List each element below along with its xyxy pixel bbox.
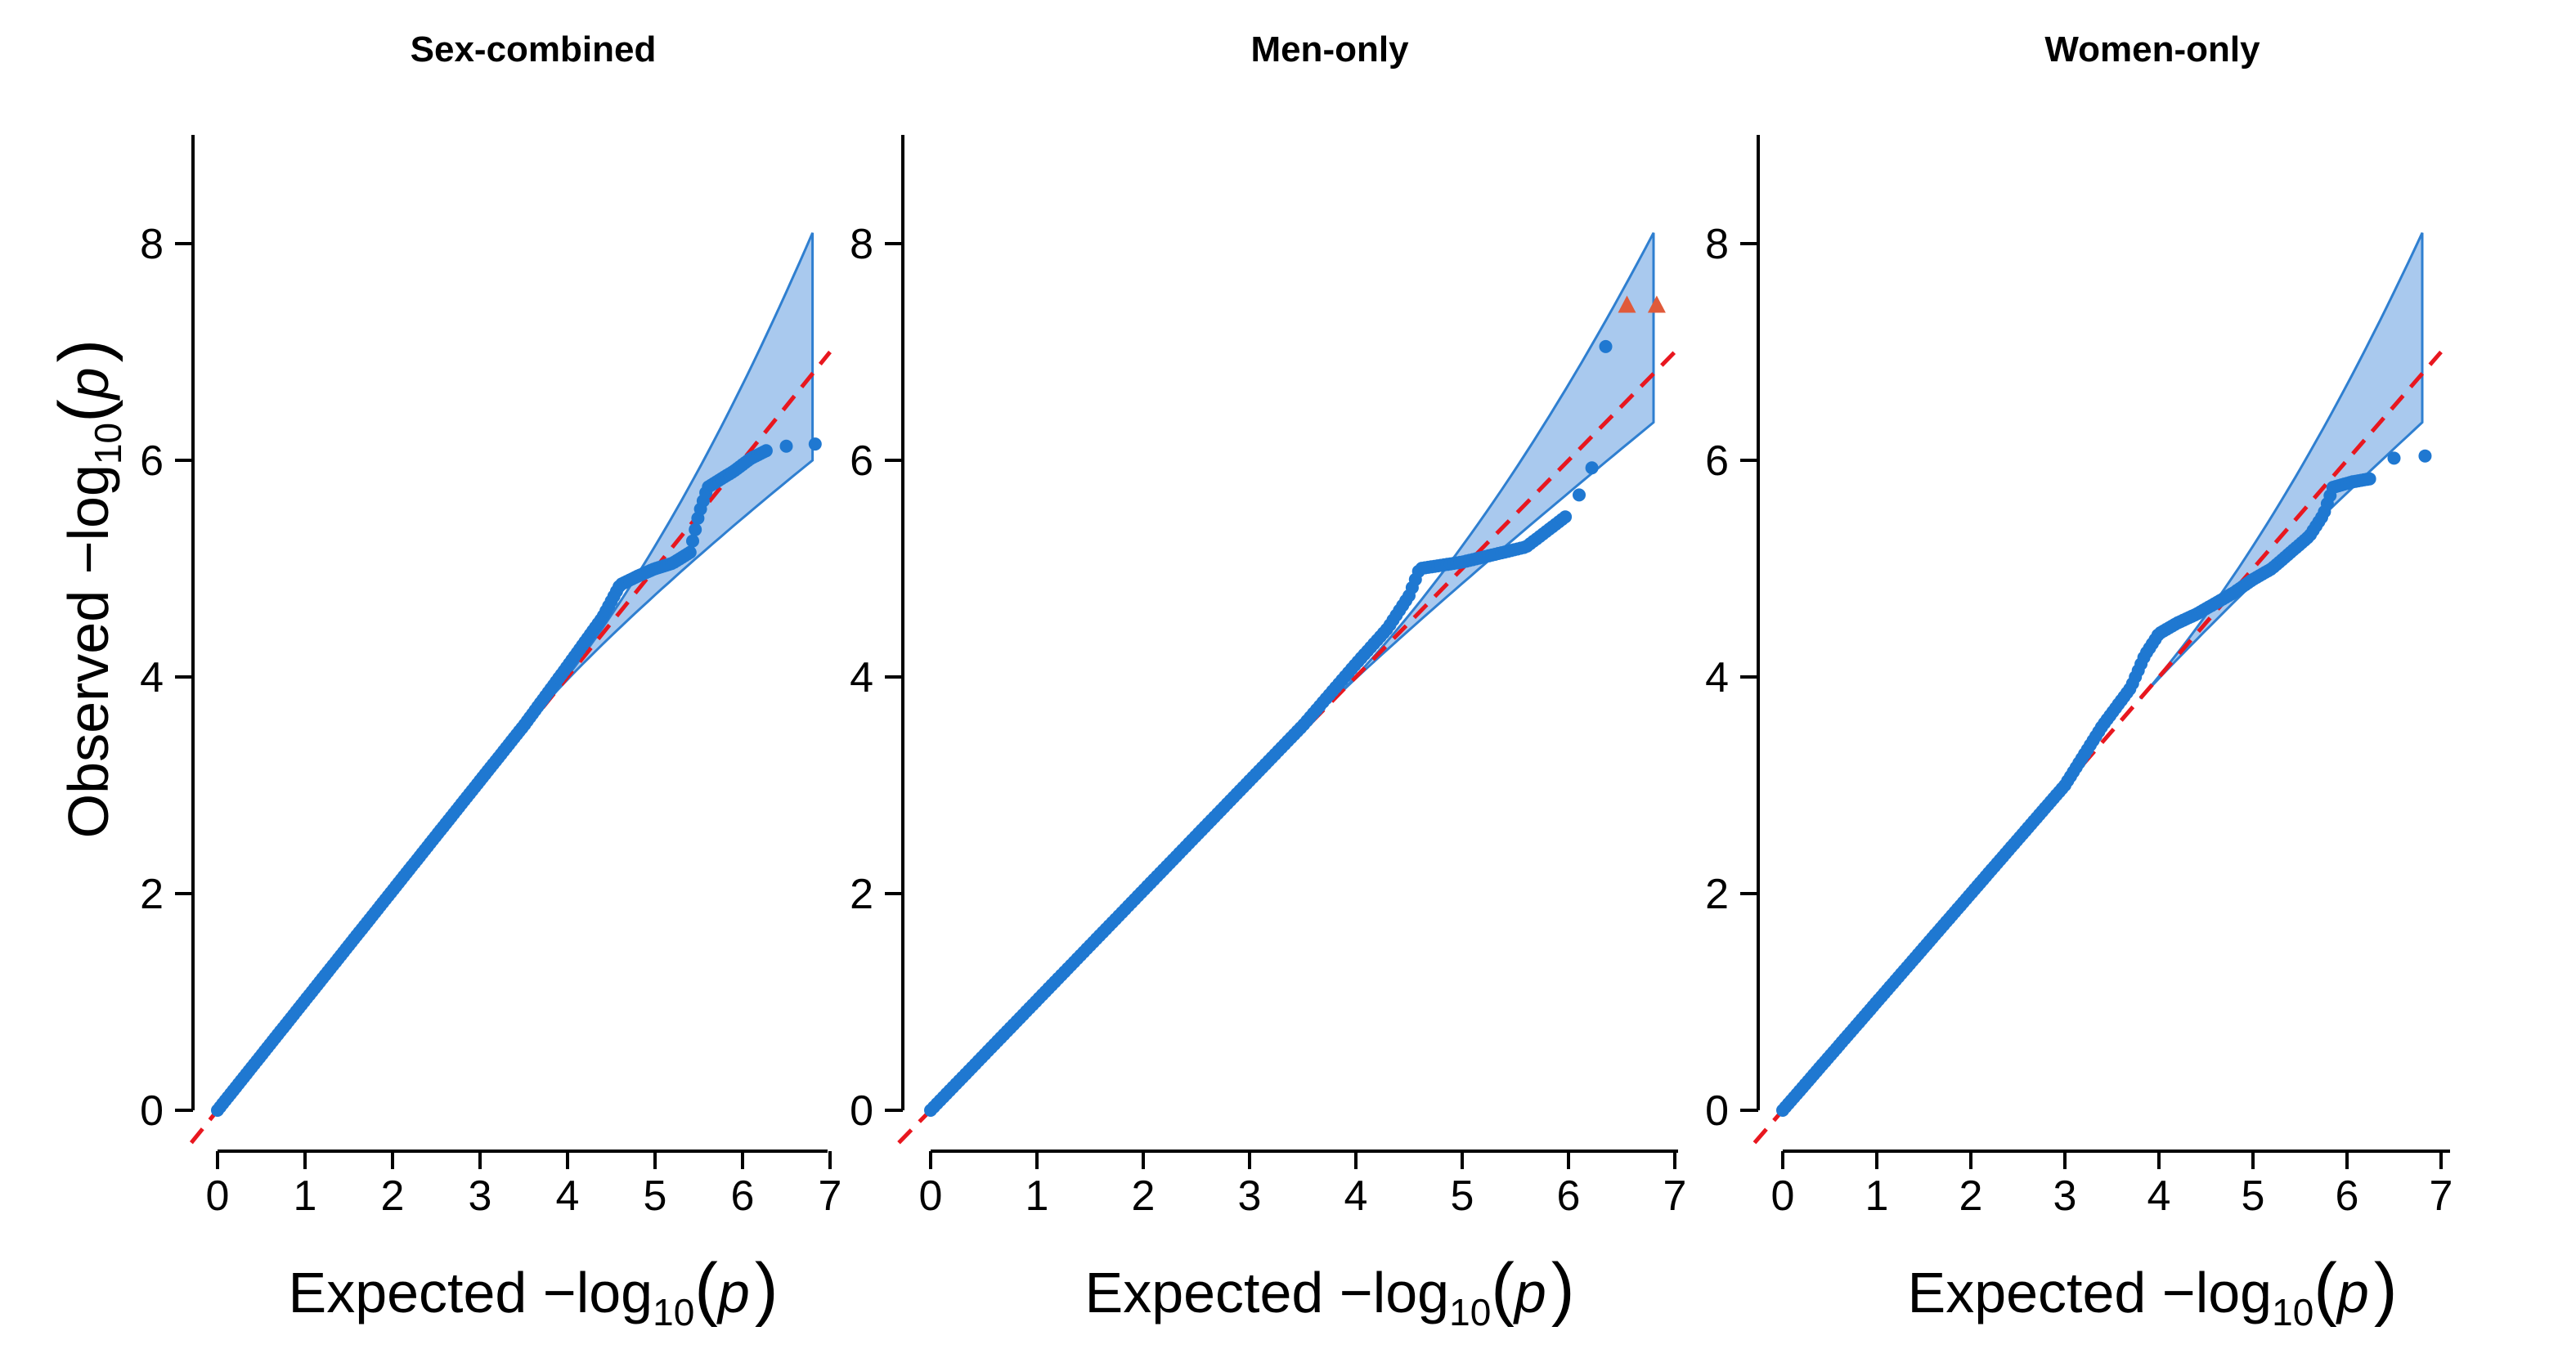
confidence-band <box>2138 232 2424 700</box>
y-tick-label: 6 <box>850 437 873 485</box>
qq-point <box>689 522 702 536</box>
y-tick-label: 8 <box>1705 221 1729 268</box>
y-tick-label: 8 <box>140 221 164 268</box>
panel-men-only: Men-only 0 2 4 6 8 0 1 2 3 4 5 6 7 <box>850 29 1686 1220</box>
x-tick-label: 3 <box>1238 1172 1262 1220</box>
x-tick-label: 4 <box>1344 1172 1368 1220</box>
x-tick-label: 1 <box>294 1172 317 1220</box>
plot-area: 0 2 4 6 8 0 1 2 3 4 5 6 7 <box>1705 135 2453 1220</box>
x-tick-label: 0 <box>206 1172 230 1220</box>
x-tick-label: 1 <box>1865 1172 1889 1220</box>
qq-point <box>1585 461 1599 475</box>
x-tick-label: 6 <box>731 1172 755 1220</box>
x-tick-label: 5 <box>644 1172 667 1220</box>
x-tick-label: 0 <box>919 1172 943 1220</box>
x-tick-label: 4 <box>556 1172 580 1220</box>
x-tick-label: 5 <box>1451 1172 1474 1220</box>
x-tick-label: 5 <box>2242 1172 2265 1220</box>
y-tick-label: 2 <box>1705 871 1729 918</box>
y-tick-label: 2 <box>850 871 873 918</box>
panel-women-only: Women-only 0 2 4 6 8 0 1 2 3 4 5 6 7 <box>1705 29 2453 1220</box>
panel-sex-combined: Sex-combined 0 2 4 6 8 0 1 2 3 4 5 6 7 <box>140 29 841 1220</box>
x-tick-label: 6 <box>2336 1172 2359 1220</box>
qq-point <box>779 439 793 453</box>
panel-title: Women-only <box>2044 29 2260 69</box>
qq-point <box>808 437 822 451</box>
x-tick-label: 0 <box>1771 1172 1795 1220</box>
y-tick-label: 4 <box>850 654 873 701</box>
y-tick-label: 4 <box>140 654 164 701</box>
x-tick-label: 6 <box>1557 1172 1581 1220</box>
y-tick-label: 0 <box>1705 1087 1729 1135</box>
y-tick-label: 0 <box>140 1087 164 1135</box>
x-tick-label: 3 <box>469 1172 492 1220</box>
qq-point <box>2363 472 2376 486</box>
y-tick-label: 0 <box>850 1087 873 1135</box>
qq-point <box>1559 510 1573 524</box>
panel-title: Men-only <box>1250 29 1409 69</box>
y-tick-label: 6 <box>140 437 164 485</box>
y-tick-label: 8 <box>850 221 873 268</box>
x-tick-label: 7 <box>2430 1172 2453 1220</box>
x-axis-title: Expected −log10(p) <box>1908 1249 2398 1333</box>
x-axis-title: Expected −log10(p) <box>289 1249 779 1333</box>
x-tick-label: 3 <box>2053 1172 2077 1220</box>
x-tick-label: 2 <box>1132 1172 1156 1220</box>
x-tick-label: 4 <box>2147 1172 2171 1220</box>
qq-point <box>1573 488 1586 502</box>
qq-point <box>1599 339 1613 353</box>
y-tick-label: 4 <box>1705 654 1729 701</box>
outlier-triangle <box>1647 295 1666 313</box>
qq-point <box>686 534 699 548</box>
plot-area: 0 2 4 6 8 0 1 2 3 4 5 6 7 <box>140 135 841 1220</box>
y-axis-title: Observed −log10(p) <box>45 339 129 839</box>
qq-point <box>759 444 773 458</box>
panel-title: Sex-combined <box>411 29 657 69</box>
x-tick-label: 2 <box>1959 1172 1983 1220</box>
x-axis-title: Expected −log10(p) <box>1085 1249 1575 1333</box>
qq-point <box>683 545 697 559</box>
plot-area: 0 2 4 6 8 0 1 2 3 4 5 6 7 <box>850 135 1686 1220</box>
qq-point <box>2418 449 2432 463</box>
y-tick-label: 2 <box>140 871 164 918</box>
x-tick-label: 1 <box>1025 1172 1049 1220</box>
qq-point <box>2387 451 2401 465</box>
outlier-triangle <box>1618 295 1636 313</box>
y-tick-label: 6 <box>1705 437 1729 485</box>
x-tick-label: 7 <box>819 1172 842 1220</box>
x-tick-label: 7 <box>1663 1172 1687 1220</box>
x-tick-label: 2 <box>381 1172 405 1220</box>
